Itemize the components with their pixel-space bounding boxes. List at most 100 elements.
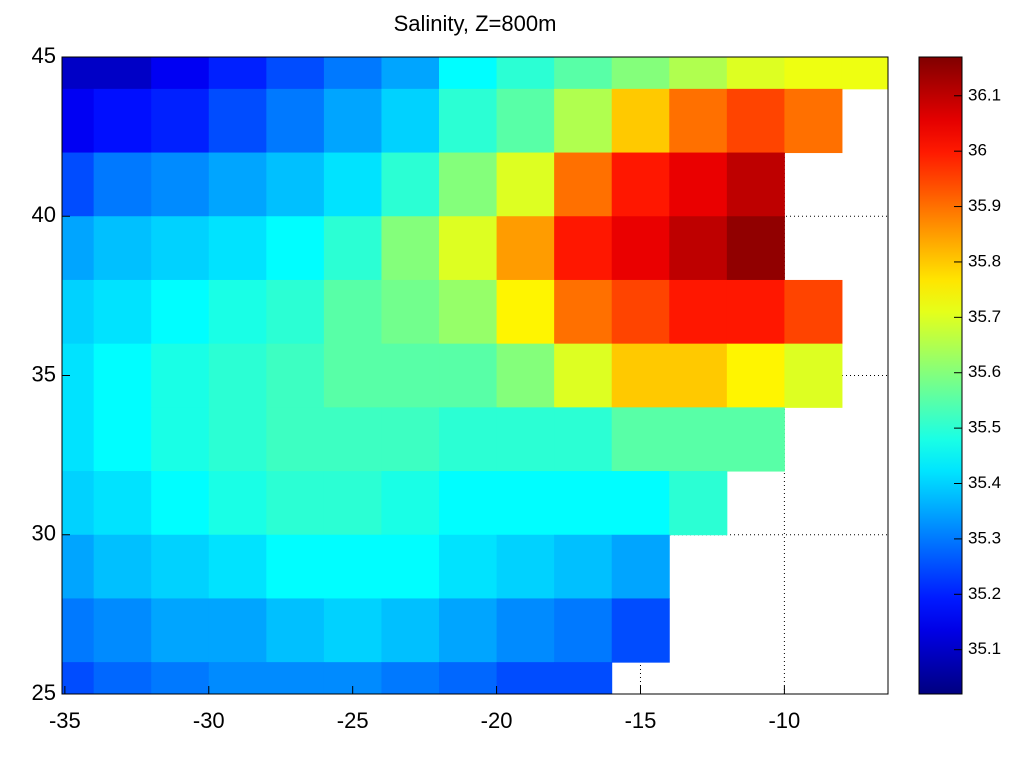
heatmap-cell xyxy=(208,343,267,408)
heatmap-cell xyxy=(93,598,152,663)
heatmap-cell xyxy=(611,471,670,536)
heatmap-cell xyxy=(496,57,555,90)
heatmap-cell xyxy=(439,598,498,663)
heatmap-cell xyxy=(151,407,210,472)
heatmap-cell xyxy=(208,216,267,281)
chart-title: Salinity, Z=800m xyxy=(394,11,557,36)
heatmap-cell xyxy=(439,662,498,694)
heatmap-cell xyxy=(323,152,382,217)
colorbar-tick-label: 36 xyxy=(968,141,987,160)
heatmap-cell xyxy=(611,152,670,217)
heatmap-cell xyxy=(496,534,555,599)
colorbar xyxy=(918,56,963,695)
heatmap-cell xyxy=(266,88,325,154)
heatmap-cell xyxy=(496,343,555,408)
heatmap-cell xyxy=(323,279,382,345)
heatmap-cell xyxy=(784,279,843,345)
heatmap-cell xyxy=(93,471,152,536)
heatmap-cell xyxy=(62,88,95,154)
heatmap-cell xyxy=(439,407,498,472)
heatmap-cell xyxy=(266,216,325,281)
colorbar-tick-label: 35.1 xyxy=(968,639,1001,658)
heatmap-cell xyxy=(62,57,95,90)
heatmap-cell xyxy=(496,598,555,663)
heatmap-cell xyxy=(669,471,728,536)
heatmap-cell xyxy=(62,534,95,599)
heatmap-cell xyxy=(611,407,670,472)
heatmap-cell xyxy=(151,152,210,217)
heatmap-cell xyxy=(554,343,613,408)
colorbar-tick-label: 35.5 xyxy=(968,418,1001,437)
heatmap-cell xyxy=(496,407,555,472)
heatmap-cell xyxy=(266,662,325,694)
heatmap-cell xyxy=(323,598,382,663)
heatmap-cell xyxy=(93,407,152,472)
x-tick-label: -25 xyxy=(337,708,369,733)
heatmap-cell xyxy=(381,152,440,217)
x-tick-label: -10 xyxy=(768,708,800,733)
heatmap-cell xyxy=(151,279,210,345)
heatmap-cell xyxy=(266,152,325,217)
heatmap-cell xyxy=(151,216,210,281)
heatmap-cell xyxy=(266,407,325,472)
heatmap-cell xyxy=(726,152,785,217)
colorbar-tick-label: 35.3 xyxy=(968,528,1001,547)
heatmap-cell xyxy=(93,216,152,281)
y-tick-label: 40 xyxy=(32,202,56,227)
heatmap-cell xyxy=(323,57,382,90)
heatmap-cell xyxy=(93,152,152,217)
heatmap-cell xyxy=(439,152,498,217)
heatmap-cell xyxy=(93,57,152,90)
heatmap-cell xyxy=(62,662,95,694)
heatmap-cell xyxy=(208,57,267,90)
heatmap-cell xyxy=(554,662,613,694)
heatmap-cell xyxy=(554,471,613,536)
heatmap-cell xyxy=(266,279,325,345)
heatmap-cell xyxy=(93,662,152,694)
heatmap-cell xyxy=(611,57,670,90)
heatmap-cell xyxy=(151,598,210,663)
heatmap-cell xyxy=(208,152,267,217)
heatmap-cell xyxy=(381,279,440,345)
heatmap-cell xyxy=(554,534,613,599)
heatmap-cell xyxy=(323,534,382,599)
y-tick-label: 45 xyxy=(32,43,56,68)
heatmap-cell xyxy=(669,152,728,217)
heatmap-cell xyxy=(669,343,728,408)
heatmap-cell xyxy=(381,598,440,663)
heatmap-cell xyxy=(381,471,440,536)
heatmap-cell xyxy=(496,88,555,154)
heatmap-cell xyxy=(381,662,440,694)
heatmap-cell xyxy=(669,279,728,345)
heatmap-cell xyxy=(439,534,498,599)
heatmap-cell xyxy=(323,407,382,472)
heatmap-cell xyxy=(151,57,210,90)
heatmap-cell xyxy=(669,407,728,472)
colorbar-tick-label: 35.4 xyxy=(968,473,1001,492)
colorbar-tick-label: 35.8 xyxy=(968,251,1001,270)
heatmap-cell xyxy=(62,152,95,217)
heatmap-cell xyxy=(439,471,498,536)
heatmap-cell xyxy=(151,662,210,694)
heatmap-cell xyxy=(62,216,95,281)
heatmap-cell xyxy=(323,88,382,154)
heatmap-cell xyxy=(381,534,440,599)
heatmap-cell xyxy=(726,279,785,345)
heatmap-cell xyxy=(726,88,785,154)
heatmap-cell xyxy=(93,88,152,154)
heatmap-cell xyxy=(669,57,728,90)
heatmap-cell xyxy=(611,279,670,345)
heatmap-cell xyxy=(93,343,152,408)
heatmap-cell xyxy=(208,534,267,599)
heatmap-cell xyxy=(726,57,785,90)
colorbar-tick-label: 35.6 xyxy=(968,362,1001,381)
heatmap-cell xyxy=(323,216,382,281)
heatmap-cell xyxy=(62,279,95,345)
heatmap-cell xyxy=(381,88,440,154)
heatmap-cell xyxy=(784,343,843,408)
heatmap-cell xyxy=(496,216,555,281)
heatmap-cell xyxy=(439,57,498,90)
heatmap-cell xyxy=(611,534,670,599)
heatmap-cell xyxy=(266,343,325,408)
